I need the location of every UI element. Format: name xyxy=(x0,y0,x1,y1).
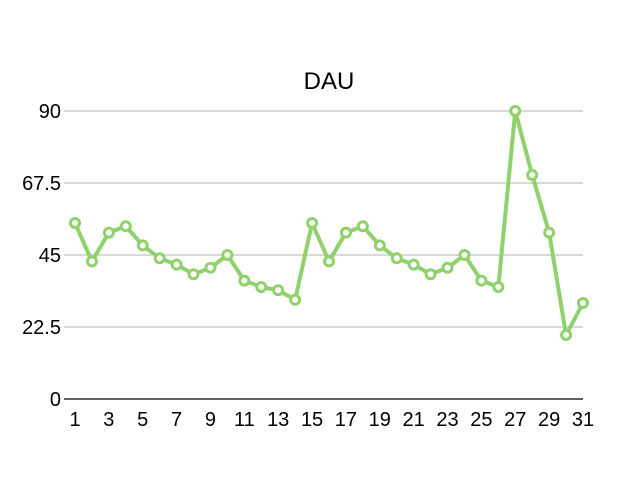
x-tick-label: 21 xyxy=(403,409,425,431)
data-point xyxy=(119,220,132,233)
series-layer xyxy=(69,105,589,341)
x-tick-label: 13 xyxy=(267,409,289,431)
x-tick-label: 29 xyxy=(538,409,560,431)
x-tick-label: 25 xyxy=(470,409,492,431)
data-point xyxy=(272,284,285,297)
y-tick-label: 45 xyxy=(39,245,61,267)
data-point xyxy=(373,239,386,252)
grid-lines xyxy=(64,110,583,400)
data-point xyxy=(577,297,589,309)
data-point xyxy=(492,281,505,293)
y-tick-label: 90 xyxy=(39,101,61,123)
data-point xyxy=(407,258,420,271)
data-point xyxy=(153,252,166,265)
chart-title: DAU xyxy=(304,68,355,95)
x-tick-label: 7 xyxy=(171,409,182,431)
data-point xyxy=(560,329,573,341)
series-line xyxy=(73,109,585,337)
x-tick-label: 5 xyxy=(137,409,148,431)
data-point xyxy=(255,281,268,293)
data-point xyxy=(306,217,319,229)
x-tick-label: 1 xyxy=(69,409,80,431)
y-tick-label: 22.5 xyxy=(22,317,61,339)
data-point xyxy=(136,239,149,252)
x-tick-label: 11 xyxy=(234,409,255,431)
x-tick-label: 31 xyxy=(572,409,594,431)
data-point xyxy=(475,274,488,287)
x-tick-label: 19 xyxy=(369,409,391,431)
y-tick-label: 0 xyxy=(50,389,61,411)
data-point xyxy=(441,261,454,274)
x-tick-label: 3 xyxy=(103,409,114,431)
data-point xyxy=(424,268,437,281)
data-point xyxy=(526,169,539,181)
data-point xyxy=(102,226,115,239)
data-point xyxy=(543,226,556,239)
x-tick-label: 17 xyxy=(335,409,357,431)
data-point xyxy=(221,249,234,261)
data-point xyxy=(69,217,81,229)
data-point xyxy=(238,274,251,287)
data-point xyxy=(187,268,200,281)
data-point xyxy=(204,261,217,274)
data-point xyxy=(323,255,335,268)
data-point xyxy=(509,105,522,117)
data-point xyxy=(170,258,183,271)
y-tick-label: 67.5 xyxy=(22,173,61,195)
y-axis-tick-labels: 0 22.5 45 67.5 90 xyxy=(22,101,61,411)
data-point xyxy=(289,293,302,306)
x-tick-label: 15 xyxy=(301,409,323,431)
data-point xyxy=(458,249,471,261)
data-point xyxy=(390,252,403,265)
x-tick-label: 27 xyxy=(504,409,526,431)
x-tick-label: 9 xyxy=(205,409,216,431)
x-axis-tick-labels: 1 3 5 7 9 11 13 15 17 19 21 23 25 27 29 31 xyxy=(69,409,594,431)
data-point xyxy=(85,255,98,268)
x-tick-label: 23 xyxy=(436,409,458,431)
data-point xyxy=(339,226,352,239)
data-point xyxy=(356,220,369,233)
